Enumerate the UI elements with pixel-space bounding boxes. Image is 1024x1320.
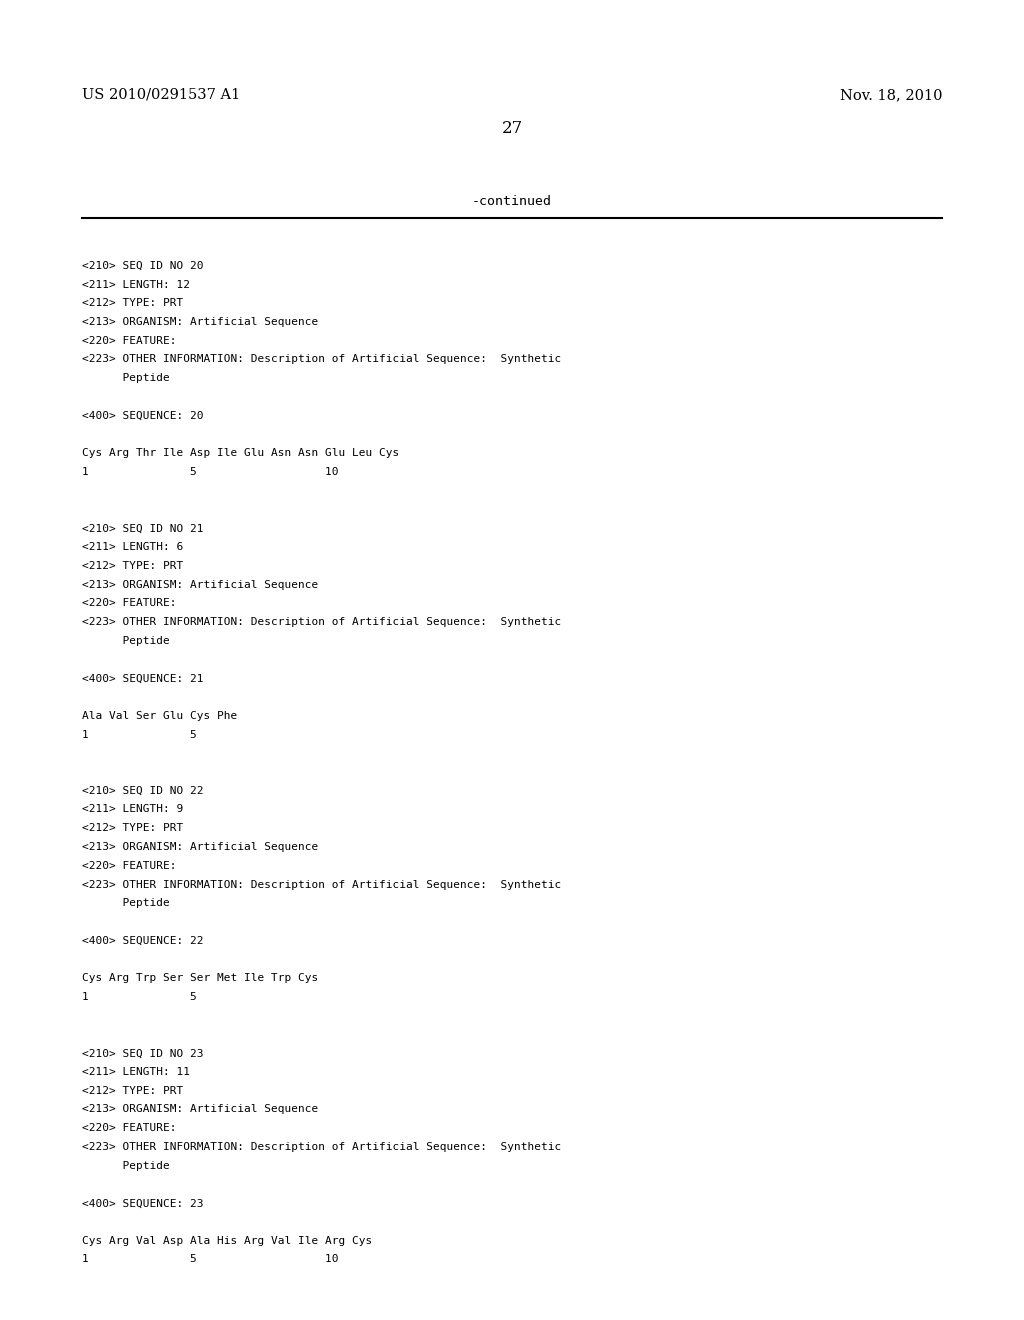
Text: Peptide: Peptide <box>82 636 170 645</box>
Text: Ala Val Ser Glu Cys Phe: Ala Val Ser Glu Cys Phe <box>82 710 238 721</box>
Text: 27: 27 <box>502 120 522 137</box>
Text: <212> TYPE: PRT: <212> TYPE: PRT <box>82 561 183 570</box>
Text: US 2010/0291537 A1: US 2010/0291537 A1 <box>82 88 241 102</box>
Text: <400> SEQUENCE: 23: <400> SEQUENCE: 23 <box>82 1199 204 1208</box>
Text: <211> LENGTH: 9: <211> LENGTH: 9 <box>82 804 183 814</box>
Text: 1               5: 1 5 <box>82 993 197 1002</box>
Text: Cys Arg Val Asp Ala His Arg Val Ile Arg Cys: Cys Arg Val Asp Ala His Arg Val Ile Arg … <box>82 1236 373 1246</box>
Text: Peptide: Peptide <box>82 374 170 383</box>
Text: <210> SEQ ID NO 21: <210> SEQ ID NO 21 <box>82 523 204 533</box>
Text: -continued: -continued <box>472 195 552 209</box>
Text: <400> SEQUENCE: 20: <400> SEQUENCE: 20 <box>82 411 204 421</box>
Text: <211> LENGTH: 11: <211> LENGTH: 11 <box>82 1067 190 1077</box>
Text: Peptide: Peptide <box>82 898 170 908</box>
Text: <213> ORGANISM: Artificial Sequence: <213> ORGANISM: Artificial Sequence <box>82 317 318 327</box>
Text: <212> TYPE: PRT: <212> TYPE: PRT <box>82 298 183 309</box>
Text: <223> OTHER INFORMATION: Description of Artificial Sequence:  Synthetic: <223> OTHER INFORMATION: Description of … <box>82 355 561 364</box>
Text: <210> SEQ ID NO 20: <210> SEQ ID NO 20 <box>82 261 204 271</box>
Text: <213> ORGANISM: Artificial Sequence: <213> ORGANISM: Artificial Sequence <box>82 1105 318 1114</box>
Text: Cys Arg Trp Ser Ser Met Ile Trp Cys: Cys Arg Trp Ser Ser Met Ile Trp Cys <box>82 973 318 983</box>
Text: <212> TYPE: PRT: <212> TYPE: PRT <box>82 824 183 833</box>
Text: <223> OTHER INFORMATION: Description of Artificial Sequence:  Synthetic: <223> OTHER INFORMATION: Description of … <box>82 879 561 890</box>
Text: <220> FEATURE:: <220> FEATURE: <box>82 335 176 346</box>
Text: <220> FEATURE:: <220> FEATURE: <box>82 598 176 609</box>
Text: Cys Arg Thr Ile Asp Ile Glu Asn Asn Glu Leu Cys: Cys Arg Thr Ile Asp Ile Glu Asn Asn Glu … <box>82 449 399 458</box>
Text: <220> FEATURE:: <220> FEATURE: <box>82 1123 176 1134</box>
Text: <210> SEQ ID NO 22: <210> SEQ ID NO 22 <box>82 785 204 796</box>
Text: 1               5: 1 5 <box>82 730 197 739</box>
Text: <213> ORGANISM: Artificial Sequence: <213> ORGANISM: Artificial Sequence <box>82 842 318 851</box>
Text: Peptide: Peptide <box>82 1160 170 1171</box>
Text: <213> ORGANISM: Artificial Sequence: <213> ORGANISM: Artificial Sequence <box>82 579 318 590</box>
Text: <220> FEATURE:: <220> FEATURE: <box>82 861 176 871</box>
Text: 1               5                   10: 1 5 10 <box>82 467 339 477</box>
Text: <400> SEQUENCE: 21: <400> SEQUENCE: 21 <box>82 673 204 684</box>
Text: <212> TYPE: PRT: <212> TYPE: PRT <box>82 1086 183 1096</box>
Text: Nov. 18, 2010: Nov. 18, 2010 <box>840 88 942 102</box>
Text: 1               5                   10: 1 5 10 <box>82 1254 339 1265</box>
Text: <223> OTHER INFORMATION: Description of Artificial Sequence:  Synthetic: <223> OTHER INFORMATION: Description of … <box>82 616 561 627</box>
Text: <211> LENGTH: 6: <211> LENGTH: 6 <box>82 543 183 552</box>
Text: <223> OTHER INFORMATION: Description of Artificial Sequence:  Synthetic: <223> OTHER INFORMATION: Description of … <box>82 1142 561 1152</box>
Text: <400> SEQUENCE: 22: <400> SEQUENCE: 22 <box>82 936 204 945</box>
Text: <210> SEQ ID NO 23: <210> SEQ ID NO 23 <box>82 1048 204 1059</box>
Text: <211> LENGTH: 12: <211> LENGTH: 12 <box>82 280 190 289</box>
